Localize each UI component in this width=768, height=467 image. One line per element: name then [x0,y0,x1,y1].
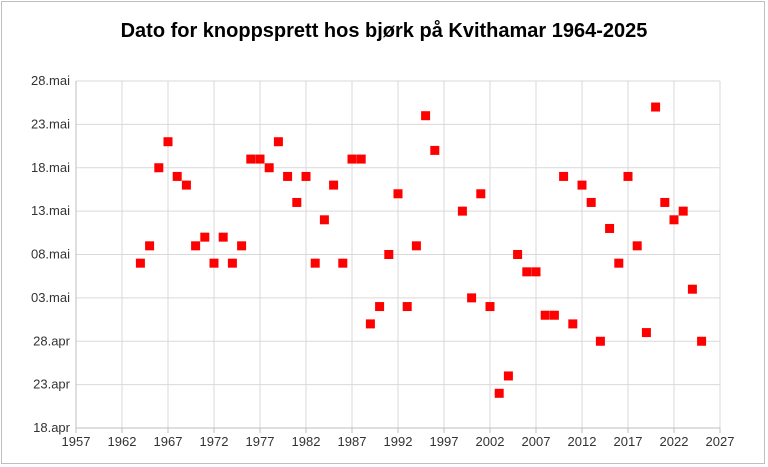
x-tick-label: 1997 [430,434,459,449]
data-point [485,302,495,312]
data-point [172,171,182,181]
data-point [347,154,357,164]
data-point [145,241,155,251]
grid-layer [75,80,721,429]
data-point [393,189,403,199]
data-point [651,102,661,112]
data-point [623,171,633,181]
x-tick-label: 2027 [706,434,735,449]
y-tick-label: 28.apr [33,333,71,348]
data-point [154,163,164,173]
data-point [605,223,615,233]
data-point [595,336,605,346]
x-tick-label: 1972 [200,434,229,449]
data-point [632,241,642,251]
data-point [273,137,283,147]
chart-title: Dato for knoppsprett hos bjørk på Kvitha… [121,19,648,42]
data-point [540,310,550,320]
data-point [310,258,320,268]
x-tick-label: 1977 [246,434,275,449]
x-tick-label: 1962 [108,434,137,449]
data-point [614,258,624,268]
y-tick-label: 18.apr [33,420,71,435]
data-point [457,206,467,216]
x-tick-label: 1987 [338,434,367,449]
data-point [687,284,697,294]
data-point [513,250,523,259]
data-point [384,250,394,259]
data-point [181,180,191,190]
data-point [494,388,504,398]
y-tick-label: 23.apr [33,377,71,392]
x-tick-label: 2012 [568,434,597,449]
data-point [301,171,311,181]
data-point [237,241,247,251]
data-point [697,336,707,346]
data-point [577,180,587,190]
data-point [559,171,569,181]
x-tick-label: 2002 [476,434,505,449]
axis-layer [75,81,721,433]
data-point [135,258,145,268]
data-point [227,258,237,268]
data-point [402,302,412,312]
y-tick-label: 23.mai [31,116,70,131]
data-point [338,258,348,268]
x-tick-label: 1957 [62,434,91,449]
data-point [411,241,421,251]
x-tick-label: 2022 [660,434,689,449]
data-point [191,241,201,251]
data-point [356,154,366,164]
data-point [430,145,440,155]
data-point [246,154,256,164]
data-point [421,111,431,121]
data-point [283,171,293,181]
y-tick-label: 28.mai [31,73,70,88]
data-point [568,319,578,329]
data-point [365,319,375,329]
x-tick-label: 2007 [522,434,551,449]
point-layer [135,102,707,398]
data-point [200,232,210,242]
data-point [549,310,559,320]
data-point [660,197,670,207]
x-tick-label: 1992 [384,434,413,449]
data-point [209,258,219,268]
data-point [669,215,679,225]
data-point [586,197,596,207]
data-point [522,267,532,277]
x-tick-label: 2017 [614,434,643,449]
data-point [476,189,486,199]
data-point [292,197,302,207]
y-tick-label: 03.mai [31,290,70,305]
y-tick-label: 18.mai [31,160,70,175]
data-point [319,215,329,225]
data-point [678,206,688,216]
data-point [218,232,228,242]
data-point [255,154,265,164]
y-tick-label: 08.mai [31,247,70,262]
data-point [163,137,173,147]
tick-layer: 1957 1962 1967 1972 1977 1982 1987 1992 1997 2002… [31,73,734,449]
data-point [503,371,513,381]
data-point [264,163,274,173]
data-point [467,293,477,303]
x-tick-label: 1967 [154,434,183,449]
y-tick-label: 13.mai [31,203,70,218]
data-point [641,328,651,338]
data-point [329,180,339,190]
x-tick-label: 1982 [292,434,321,449]
data-point [375,302,385,312]
data-point [531,267,541,277]
